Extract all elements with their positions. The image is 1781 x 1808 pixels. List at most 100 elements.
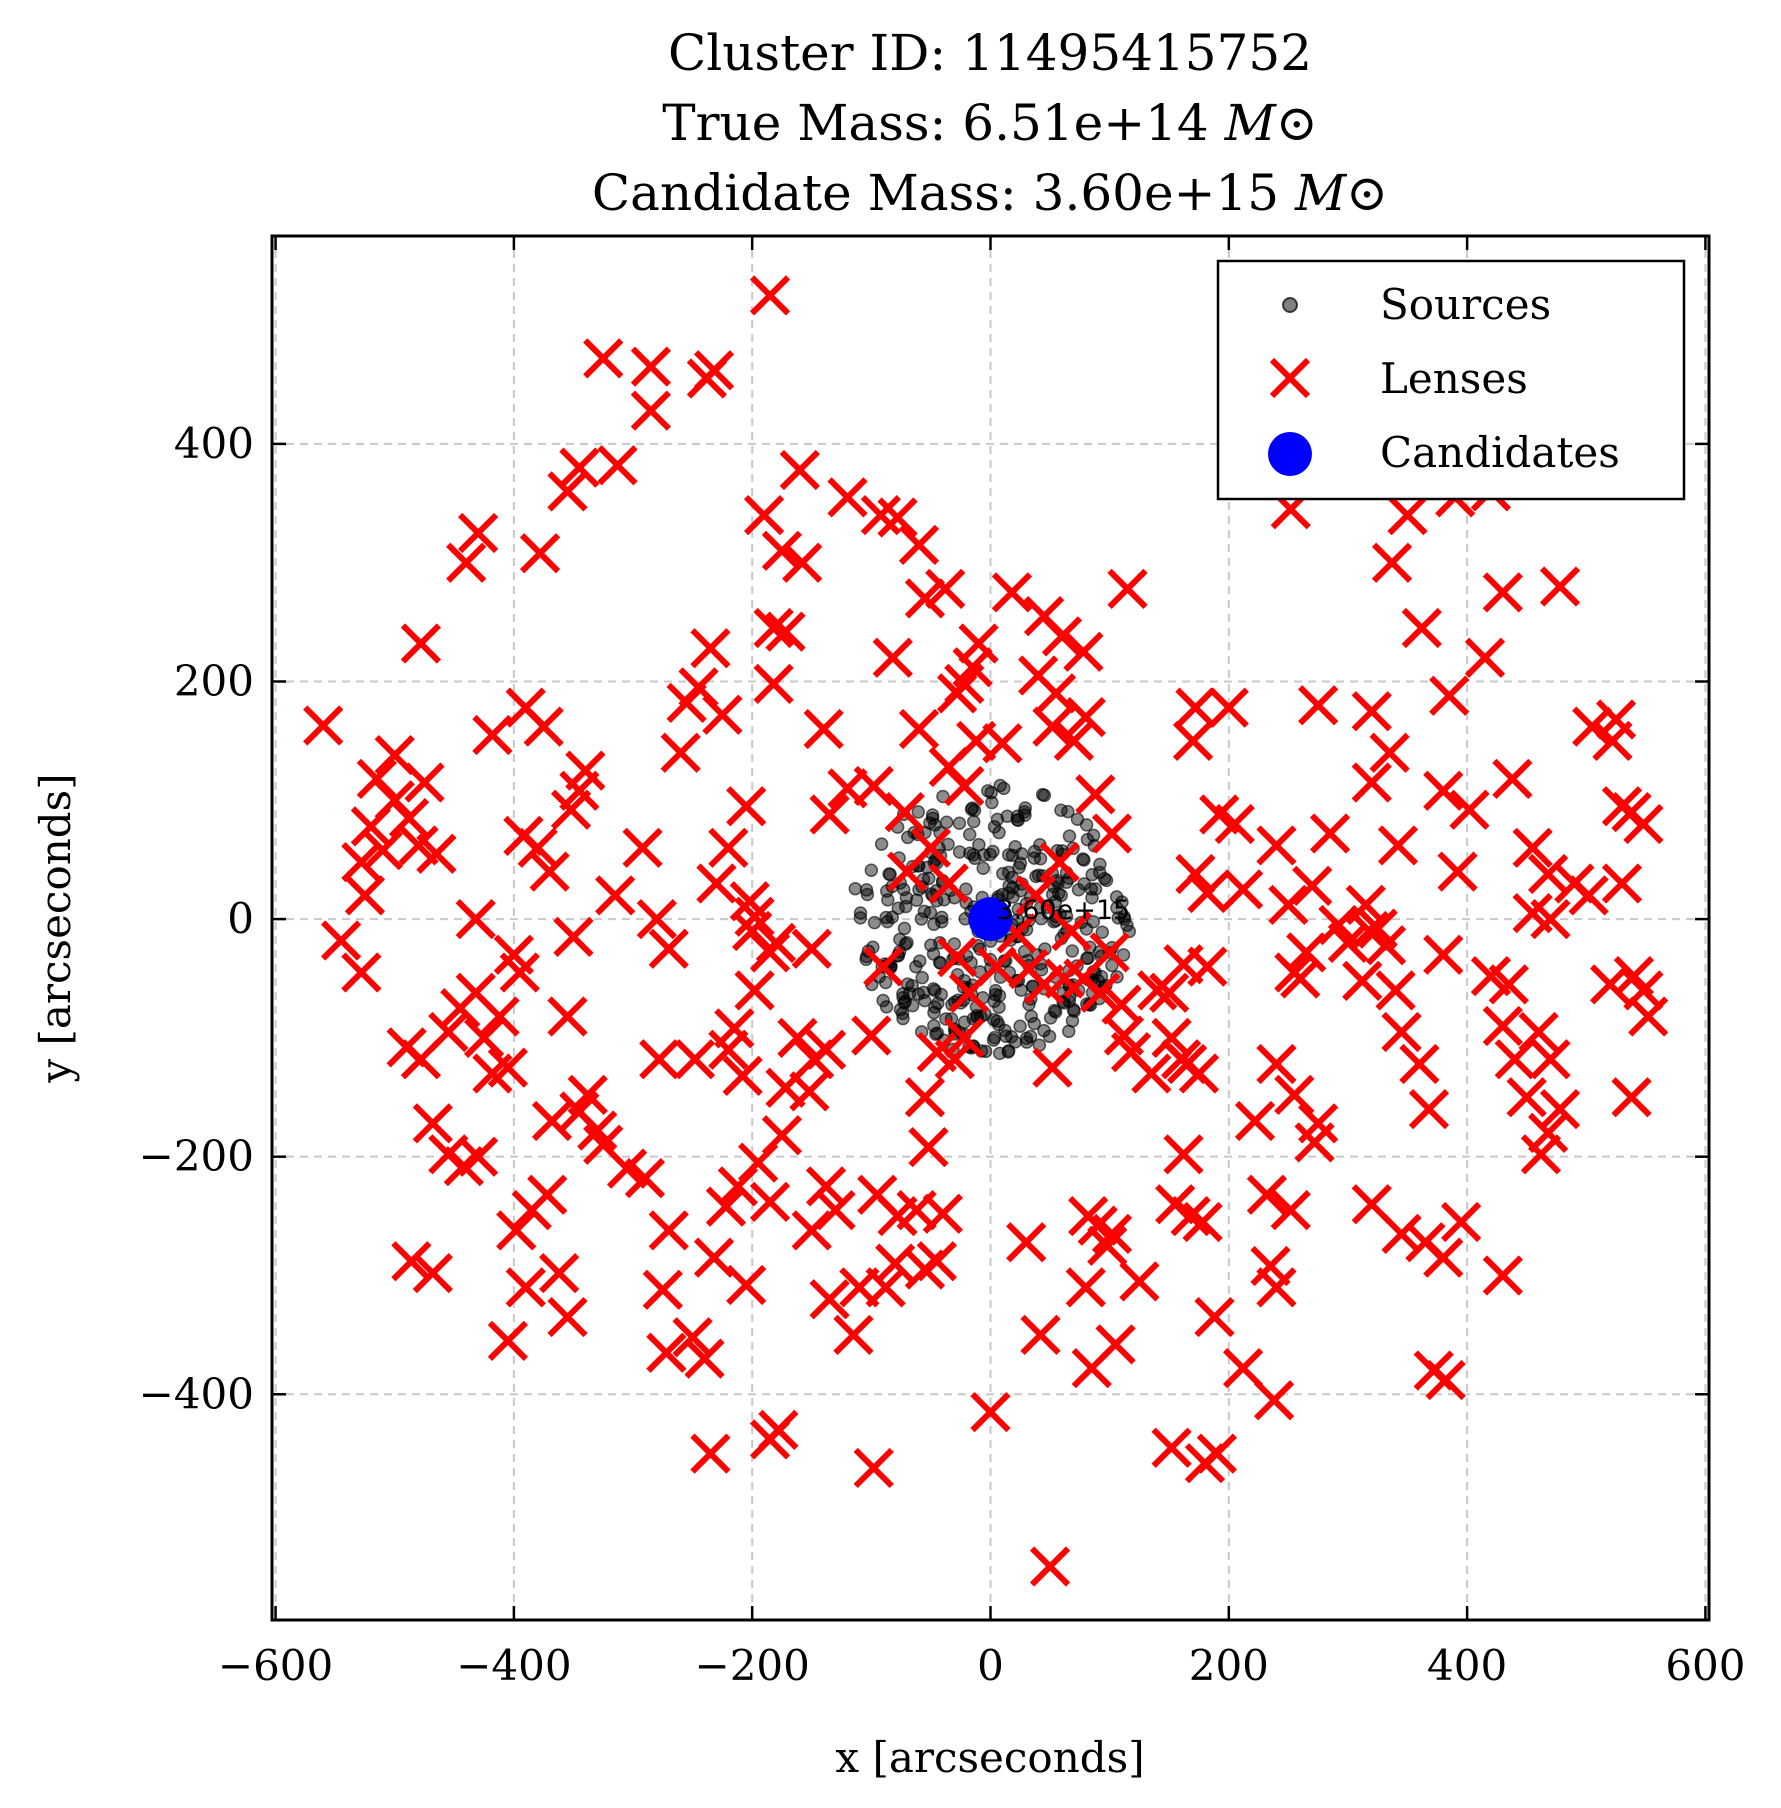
lens-point xyxy=(1044,958,1085,999)
lens-point xyxy=(1408,1089,1450,1130)
lens-point xyxy=(732,910,773,952)
lens-point xyxy=(404,762,445,803)
lens-point xyxy=(400,623,442,664)
lens-point xyxy=(1175,853,1216,895)
axis-ticks: −600 −400 −200 0 200 400 600 −400 −200 0 200 400 xyxy=(139,236,1746,1690)
lens-point xyxy=(547,996,588,1037)
lens-point xyxy=(547,471,588,512)
y-tick-label: −200 xyxy=(139,1132,254,1181)
source-point xyxy=(1027,1016,1042,1031)
lens-point xyxy=(827,477,868,518)
lens-point xyxy=(937,936,978,978)
lens-point xyxy=(761,1115,803,1156)
lens-point xyxy=(674,1039,716,1080)
lens-point xyxy=(686,358,728,399)
lens-point xyxy=(388,797,430,839)
lens-point xyxy=(976,946,1017,987)
lens-point xyxy=(693,1237,735,1278)
lens-point xyxy=(639,1039,680,1080)
source-point xyxy=(896,882,911,897)
source-point xyxy=(927,1005,941,1020)
source-point xyxy=(909,893,924,907)
source-point xyxy=(1086,828,1101,843)
lens-point xyxy=(791,928,832,969)
lens-point xyxy=(1611,1077,1652,1118)
x-tick-label: 400 xyxy=(1427,1641,1507,1690)
lens-point xyxy=(1175,687,1216,728)
lens-point xyxy=(1274,1074,1315,1116)
lens-point xyxy=(567,1074,608,1116)
lens-point xyxy=(1071,1348,1112,1389)
lens-point xyxy=(660,732,701,773)
source-point xyxy=(934,914,949,929)
lens-point xyxy=(505,1267,546,1308)
lens-point xyxy=(1101,984,1142,1025)
lens-point xyxy=(1572,706,1613,747)
lens-point xyxy=(815,1190,856,1231)
lens-point xyxy=(1172,720,1214,762)
lens-point xyxy=(1464,637,1506,678)
lens-point xyxy=(1628,996,1669,1037)
lens-point xyxy=(1369,732,1410,773)
source-point xyxy=(1012,860,1026,875)
lens-point xyxy=(934,1039,975,1080)
source-point xyxy=(1109,890,1124,904)
lens-point xyxy=(1187,872,1228,914)
lens-point xyxy=(1051,910,1092,952)
lens-point xyxy=(559,447,600,488)
source-point xyxy=(1037,788,1052,803)
source-point xyxy=(952,845,967,859)
lens-point xyxy=(553,916,594,958)
title-line-3: Candidate Mass: 3.60e+15 M⊙ xyxy=(592,164,1388,222)
source-point xyxy=(1105,958,1119,973)
source-point xyxy=(874,837,889,851)
lens-point xyxy=(1089,932,1130,973)
source-point xyxy=(937,892,951,907)
source-point xyxy=(898,937,913,951)
lens-point xyxy=(1530,898,1571,940)
lens-point xyxy=(755,922,797,963)
legend-candidates-label: Candidates xyxy=(1380,428,1620,477)
lens-point xyxy=(865,1267,906,1308)
lens-point xyxy=(1151,1017,1192,1059)
lens-point xyxy=(1601,786,1643,827)
source-point xyxy=(939,815,954,830)
lens-point xyxy=(1349,910,1390,952)
source-point xyxy=(988,987,1003,1002)
source-point xyxy=(1043,1011,1058,1025)
lens-point xyxy=(523,706,564,747)
lens-point xyxy=(833,1314,874,1356)
y-axis-label: y [arcseconds] xyxy=(31,773,80,1083)
lens-point xyxy=(860,495,901,536)
lens-point xyxy=(1253,1380,1295,1421)
source-point xyxy=(996,866,1010,881)
lens-point xyxy=(1246,1174,1288,1215)
lens-point xyxy=(458,1136,499,1177)
lens-point xyxy=(672,1317,713,1358)
source-point xyxy=(986,1033,1001,1047)
lens-point xyxy=(898,708,940,750)
lens-point xyxy=(1166,1043,1208,1085)
lens-point xyxy=(872,637,913,678)
lens-point xyxy=(937,673,978,714)
lens-point xyxy=(853,765,894,807)
lens-point xyxy=(1371,542,1413,583)
lens-point xyxy=(743,495,785,536)
source-point xyxy=(966,814,981,829)
lens-point xyxy=(696,863,737,904)
legend-item-sources: Sources xyxy=(1282,280,1551,329)
lens-point xyxy=(472,714,513,756)
lens-point xyxy=(1256,1043,1297,1085)
lens-point xyxy=(1342,960,1383,1001)
lens-point xyxy=(547,1296,588,1338)
lens-point xyxy=(499,952,540,993)
lens-point xyxy=(1015,875,1056,916)
lens-point xyxy=(1351,762,1392,803)
lens-point xyxy=(1222,1348,1264,1389)
source-point xyxy=(891,901,906,916)
lens-point xyxy=(809,1279,850,1320)
lens-point xyxy=(320,920,362,961)
lens-point xyxy=(805,1166,847,1207)
source-point xyxy=(1014,983,1028,997)
source-point xyxy=(1037,1023,1051,1038)
